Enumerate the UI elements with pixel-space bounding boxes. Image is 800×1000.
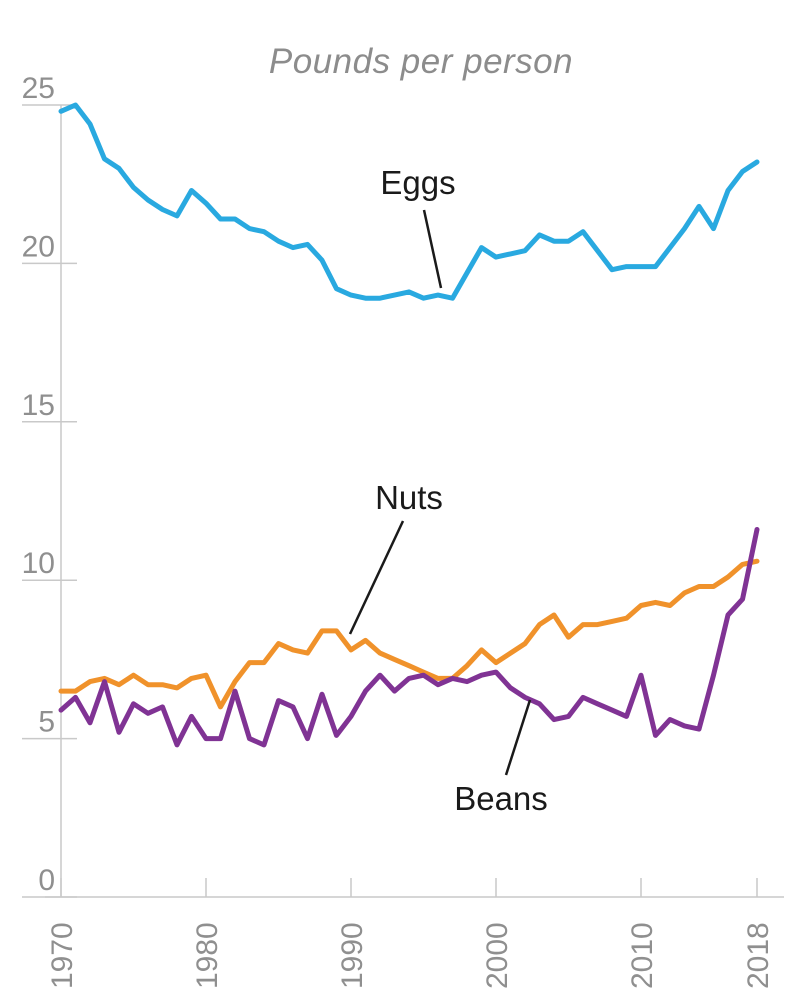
x-tick-label-1980: 1980 — [191, 922, 224, 989]
x-tick-label-2000: 2000 — [481, 922, 514, 989]
beans-annotation-label: Beans — [454, 780, 548, 817]
eggs-line — [58, 102, 760, 301]
y-tick-label-20: 20 — [22, 230, 55, 263]
x-tick-label-1970: 1970 — [46, 922, 79, 989]
x-tick-label-2010: 2010 — [626, 922, 659, 989]
chart-title: Pounds per person — [269, 42, 573, 81]
x-tick-label-1990: 1990 — [336, 922, 369, 989]
eggs-annotation-label: Eggs — [380, 164, 455, 201]
y-tick-label-0: 0 — [38, 864, 55, 897]
y-tick-label-15: 15 — [22, 389, 55, 422]
y-tick-label-10: 10 — [22, 547, 55, 580]
nuts-annotation-label: Nuts — [375, 479, 443, 516]
y-tick-label-5: 5 — [38, 706, 55, 739]
nuts-line — [58, 558, 760, 710]
series-lines — [58, 102, 760, 748]
eggs-annotation-line — [422, 209, 443, 289]
beans-annotation-line — [504, 699, 532, 776]
beans-line — [58, 527, 760, 748]
annotations: Eggs Nuts Beans — [348, 164, 548, 817]
x-tick-label-2018: 2018 — [742, 922, 775, 989]
axes: 0 5 10 15 20 25 1970 1980 1990 2000 2010 2018 — [22, 72, 784, 989]
nuts-annotation-line — [348, 520, 405, 635]
y-tick-label-25: 25 — [22, 72, 55, 105]
